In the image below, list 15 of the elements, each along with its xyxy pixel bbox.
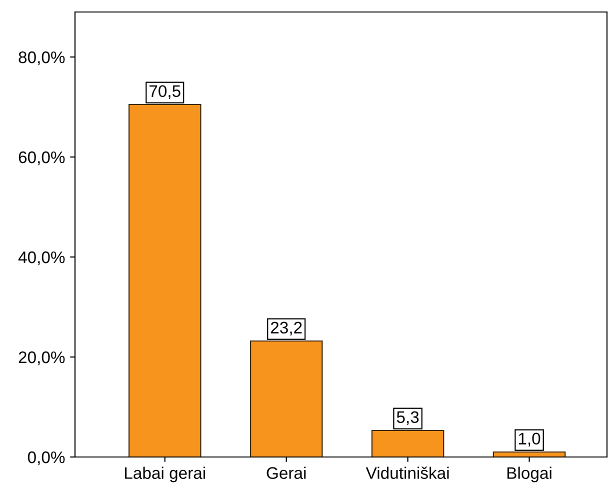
data-label: 1,0 xyxy=(518,432,540,447)
x-tick-label: Gerai xyxy=(266,466,306,479)
data-label: 23,2 xyxy=(270,322,302,336)
data-label: 70,5 xyxy=(150,85,180,100)
data-label: 5,3 xyxy=(396,411,419,426)
x-tick-label: Vidutiniškai xyxy=(366,466,449,479)
y-tick-label: 60,0% xyxy=(18,151,65,166)
bar xyxy=(371,430,444,457)
y-tick-label: 0,0% xyxy=(28,451,65,466)
x-tick-label: Labai gerai xyxy=(125,466,205,482)
x-tick-label: Blogai xyxy=(507,466,552,482)
bar xyxy=(492,451,566,457)
y-tick-label: 80,0% xyxy=(18,51,65,66)
y-tick-label: 20,0% xyxy=(18,351,65,366)
y-tick-label: 40,0% xyxy=(18,251,65,266)
